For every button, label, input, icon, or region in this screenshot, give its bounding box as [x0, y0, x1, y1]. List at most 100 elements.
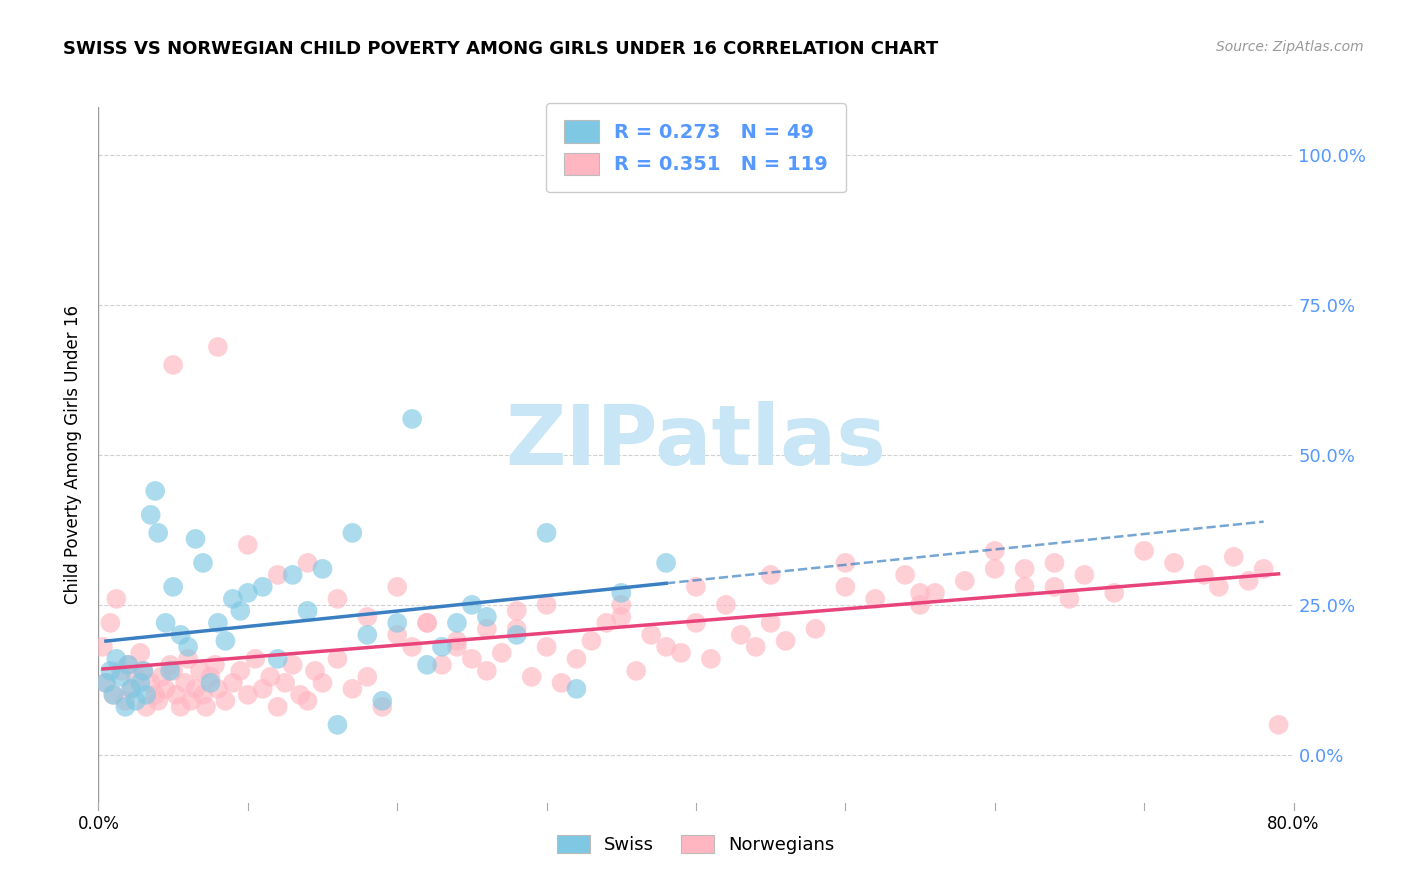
Point — [162, 358, 184, 372]
Point — [100, 664, 122, 678]
Point — [475, 610, 498, 624]
Point — [1267, 718, 1289, 732]
Point — [114, 699, 136, 714]
Point — [1237, 574, 1260, 588]
Point — [143, 483, 166, 498]
Point — [1014, 580, 1036, 594]
Point — [214, 633, 236, 648]
Point — [610, 610, 633, 624]
Point — [1253, 562, 1275, 576]
Point — [132, 664, 155, 678]
Point — [125, 694, 148, 708]
Point — [834, 556, 856, 570]
Point — [120, 681, 142, 696]
Point — [135, 688, 157, 702]
Point — [236, 538, 259, 552]
Text: Source: ZipAtlas.com: Source: ZipAtlas.com — [1216, 40, 1364, 54]
Point — [117, 657, 139, 672]
Point — [610, 586, 633, 600]
Point — [416, 615, 439, 630]
Point — [401, 640, 423, 654]
Point — [1073, 567, 1095, 582]
Point — [297, 604, 319, 618]
Point — [252, 580, 274, 594]
Point — [491, 646, 513, 660]
Point — [506, 622, 529, 636]
Point — [506, 628, 529, 642]
Point — [804, 622, 827, 636]
Point — [1192, 567, 1215, 582]
Point — [139, 676, 162, 690]
Point — [177, 640, 200, 654]
Point — [155, 615, 177, 630]
Point — [252, 681, 274, 696]
Point — [100, 615, 122, 630]
Point — [730, 628, 752, 642]
Legend: Swiss, Norwegians: Swiss, Norwegians — [548, 826, 844, 863]
Point — [924, 586, 946, 600]
Point — [475, 622, 498, 636]
Point — [640, 628, 662, 642]
Point — [595, 615, 617, 630]
Point — [385, 628, 409, 642]
Point — [565, 652, 588, 666]
Point — [155, 681, 177, 696]
Point — [188, 664, 211, 678]
Point — [129, 676, 152, 690]
Point — [177, 652, 200, 666]
Point — [132, 664, 155, 678]
Point — [385, 580, 409, 594]
Point — [356, 628, 378, 642]
Point — [356, 670, 378, 684]
Point — [191, 688, 214, 702]
Point — [110, 664, 132, 678]
Point — [236, 586, 259, 600]
Point — [430, 640, 453, 654]
Point — [1133, 544, 1156, 558]
Point — [326, 718, 349, 732]
Point — [506, 604, 529, 618]
Point — [1102, 586, 1125, 600]
Point — [103, 688, 125, 702]
Point — [281, 567, 304, 582]
Point — [536, 598, 558, 612]
Point — [135, 699, 157, 714]
Point — [953, 574, 976, 588]
Point — [229, 664, 252, 678]
Point — [1014, 562, 1036, 576]
Point — [685, 615, 707, 630]
Point — [342, 525, 364, 540]
Point — [169, 628, 191, 642]
Point — [714, 598, 737, 612]
Point — [174, 676, 197, 690]
Point — [259, 670, 281, 684]
Point — [114, 694, 136, 708]
Point — [236, 688, 259, 702]
Point — [105, 652, 128, 666]
Point — [863, 591, 887, 606]
Point — [105, 591, 128, 606]
Point — [371, 694, 394, 708]
Point — [311, 562, 333, 576]
Point — [148, 694, 170, 708]
Point — [229, 604, 252, 618]
Point — [184, 532, 207, 546]
Point — [416, 615, 439, 630]
Point — [520, 670, 543, 684]
Point — [159, 664, 181, 678]
Point — [759, 567, 782, 582]
Point — [700, 652, 723, 666]
Text: SWISS VS NORWEGIAN CHILD POVERTY AMONG GIRLS UNDER 16 CORRELATION CHART: SWISS VS NORWEGIAN CHILD POVERTY AMONG G… — [63, 40, 939, 58]
Point — [94, 676, 117, 690]
Point — [416, 657, 439, 672]
Point — [908, 598, 931, 612]
Point — [191, 556, 214, 570]
Point — [610, 598, 633, 612]
Point — [148, 525, 170, 540]
Point — [536, 525, 558, 540]
Point — [1208, 580, 1230, 594]
Point — [129, 646, 152, 660]
Point — [204, 657, 226, 672]
Point — [984, 562, 1007, 576]
Point — [550, 676, 572, 690]
